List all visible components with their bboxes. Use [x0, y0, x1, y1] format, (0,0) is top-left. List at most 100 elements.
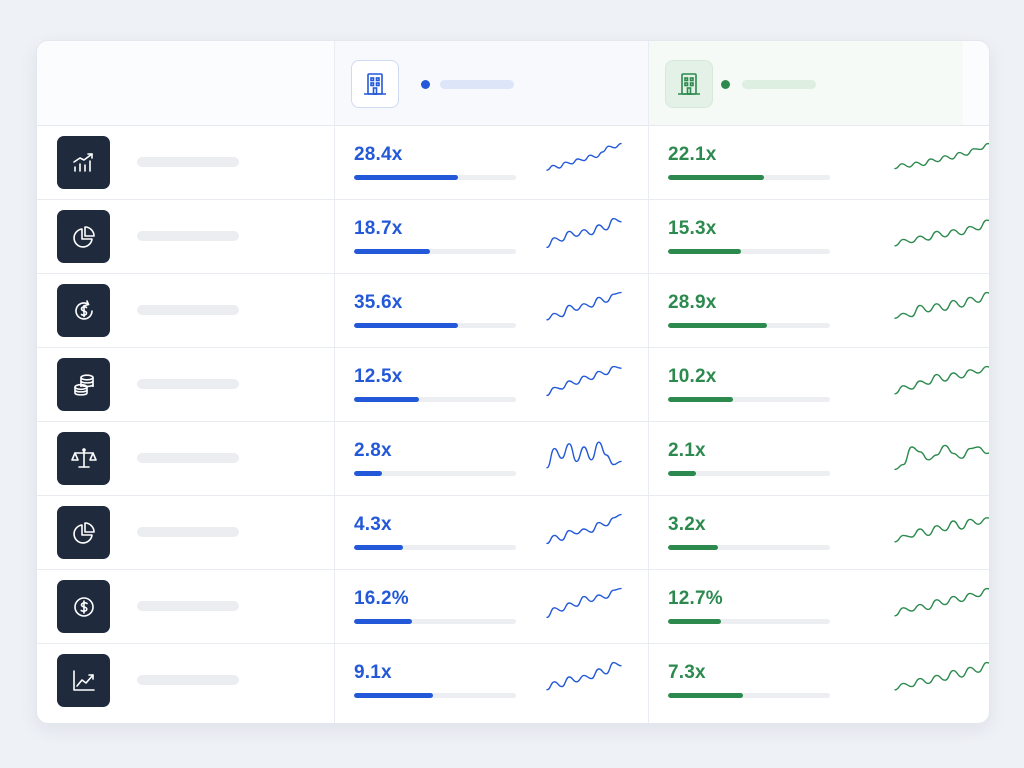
progress-fill	[668, 693, 743, 698]
progress-track	[354, 693, 516, 698]
progress-fill	[668, 471, 696, 476]
progress-track	[668, 249, 830, 254]
progress-fill	[354, 545, 403, 550]
metric-label-placeholder	[137, 305, 239, 315]
metric-label-placeholder	[137, 675, 239, 685]
sparkline-path	[894, 517, 989, 543]
progress-track	[354, 323, 516, 328]
progress-track	[354, 175, 516, 180]
sparkline	[893, 509, 989, 559]
progress-fill	[354, 323, 458, 328]
metric-value: 18.7x	[354, 218, 403, 239]
company-b-cell: 15.3x	[649, 199, 989, 273]
metric-value: 7.3x	[668, 662, 706, 683]
company-b-cell: 12.7%	[649, 569, 989, 643]
progress-fill	[668, 545, 719, 550]
progress-track	[668, 323, 830, 328]
progress-fill	[668, 175, 764, 180]
progress-fill	[354, 397, 419, 402]
company-b-header[interactable]	[649, 41, 963, 125]
metric-value: 2.1x	[668, 440, 706, 461]
metric-label-placeholder	[137, 453, 239, 463]
progress-track	[668, 397, 830, 402]
metric-value: 2.8x	[354, 440, 392, 461]
progress-track	[668, 619, 830, 624]
metric-value: 15.3x	[668, 218, 717, 239]
progress-track	[354, 249, 516, 254]
company-b-cell: 7.3x	[649, 643, 989, 717]
table-row[interactable]: 12.5x 10.2x	[37, 347, 989, 422]
metric-value: 16.2%	[354, 588, 409, 609]
progress-track	[668, 545, 830, 550]
sparkline	[545, 287, 655, 337]
sparkline-path	[894, 219, 989, 247]
sparkline	[545, 139, 655, 189]
pie-chart-icon	[57, 210, 110, 263]
company-a-header[interactable]	[335, 41, 649, 125]
sparkline-path	[894, 291, 989, 319]
metric-label-placeholder	[137, 231, 239, 241]
metric-label-placeholder	[137, 527, 239, 537]
sparkline	[893, 287, 989, 337]
sparkline	[545, 657, 655, 707]
metric-value: 10.2x	[668, 366, 717, 387]
pie-chart-icon	[57, 506, 110, 559]
company-a-cell: 16.2%	[335, 569, 649, 643]
table-row[interactable]: 18.7x 15.3x	[37, 199, 989, 274]
company-a-cell: 18.7x	[335, 199, 649, 273]
company-a-name-placeholder	[440, 80, 514, 89]
progress-track	[354, 545, 516, 550]
sparkline	[545, 361, 655, 411]
sparkline-path	[894, 587, 989, 617]
company-a-cell: 2.8x	[335, 421, 649, 495]
balance-scale-icon	[57, 432, 110, 485]
sparkline	[545, 213, 655, 263]
progress-fill	[354, 249, 431, 254]
table-row[interactable]: 4.3x 3.2x	[37, 495, 989, 570]
company-b-legend-dot	[721, 80, 730, 89]
company-a-cell: 9.1x	[335, 643, 649, 717]
progress-fill	[668, 249, 741, 254]
column-divider	[334, 41, 335, 723]
line-chart-icon	[57, 654, 110, 707]
table-row[interactable]: 16.2% 12.7%	[37, 569, 989, 644]
sparkline-path	[546, 291, 622, 321]
metric-value: 28.9x	[668, 292, 717, 313]
table-row[interactable]: 35.6x 28.9x	[37, 273, 989, 348]
progress-fill	[668, 397, 733, 402]
sparkline	[893, 213, 989, 263]
comparison-table: 28.4x 22.1x 18.7x 15.3x 35.6x 28.9x 12.5x 10.2x…	[36, 40, 990, 724]
metric-value: 12.7%	[668, 588, 723, 609]
metric-value: 28.4x	[354, 144, 403, 165]
table-header	[37, 41, 989, 126]
sparkline	[545, 509, 655, 559]
sparkline-path	[894, 142, 989, 170]
company-b-name-placeholder	[742, 80, 816, 89]
table-row[interactable]: 28.4x 22.1x	[37, 125, 989, 200]
sparkline	[893, 583, 989, 633]
trending-bar-chart-icon	[57, 136, 110, 189]
dollar-cycle-icon	[57, 284, 110, 337]
sparkline	[893, 657, 989, 707]
metric-label-placeholder	[137, 379, 239, 389]
sparkline	[545, 583, 655, 633]
progress-track	[668, 693, 830, 698]
progress-fill	[668, 619, 722, 624]
sparkline	[545, 435, 655, 485]
sparkline-path	[546, 142, 622, 171]
company-b-cell: 2.1x	[649, 421, 989, 495]
metric-value: 9.1x	[354, 662, 392, 683]
progress-track	[668, 175, 830, 180]
table-row[interactable]: 2.8x 2.1x	[37, 421, 989, 496]
metric-label-placeholder	[137, 601, 239, 611]
company-a-cell: 28.4x	[335, 125, 649, 199]
sparkline-path	[894, 661, 989, 691]
metric-value: 12.5x	[354, 366, 403, 387]
progress-fill	[354, 471, 382, 476]
column-divider	[648, 41, 649, 723]
sparkline-path	[894, 444, 989, 471]
table-row[interactable]: 9.1x 7.3x	[37, 643, 989, 717]
building-icon	[665, 60, 713, 108]
metric-value: 22.1x	[668, 144, 717, 165]
metric-label-placeholder	[137, 157, 239, 167]
